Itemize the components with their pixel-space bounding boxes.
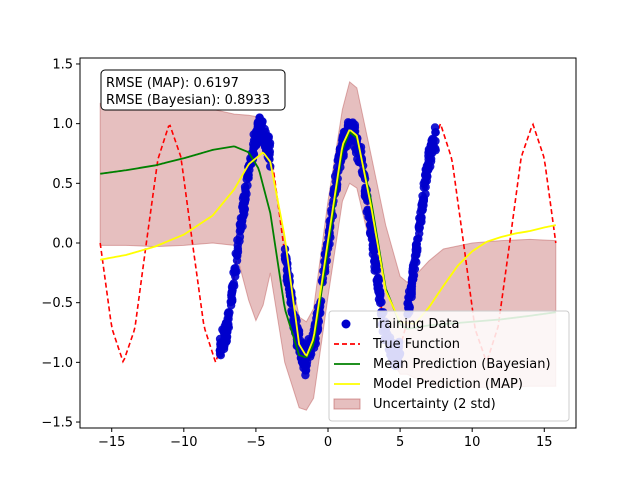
x-tick-label: 15: [536, 435, 553, 450]
rmse-annotation: RMSE (MAP): 0.6197 RMSE (Bayesian): 0.89…: [100, 69, 286, 111]
legend-label-true-function: True Function: [372, 337, 460, 352]
legend-label-training: Training Data: [372, 317, 459, 332]
series-map-prediction: [100, 129, 556, 357]
training-point: [420, 177, 429, 186]
training-point: [228, 284, 237, 293]
x-tick-label: 0: [324, 435, 332, 450]
training-point: [431, 128, 440, 137]
training-point: [239, 192, 248, 201]
training-point: [254, 127, 263, 137]
x-tick-label: −5: [246, 435, 265, 450]
annotation-line-map: RMSE (MAP): 0.6197: [106, 76, 239, 91]
x-tick-label: −10: [170, 435, 197, 450]
training-point: [227, 296, 236, 305]
legend-label-uncertainty: Uncertainty (2 std): [373, 397, 496, 412]
training-point: [419, 183, 429, 192]
training-point: [236, 221, 245, 231]
training-point: [216, 342, 225, 351]
training-point: [377, 297, 386, 307]
training-point: [280, 244, 290, 254]
legend-swatch-training: [341, 319, 351, 329]
y-tick-label: −1.0: [41, 356, 73, 371]
training-point: [366, 221, 375, 230]
legend: Training Data True Function Mean Predict…: [328, 310, 570, 422]
y-tick-label: 0.0: [52, 237, 73, 252]
training-point: [291, 322, 300, 331]
training-point: [418, 206, 427, 215]
training-point: [365, 214, 374, 223]
training-point: [243, 172, 252, 181]
training-point: [235, 232, 245, 241]
training-point: [411, 240, 421, 250]
training-point: [405, 302, 414, 311]
x-tick-label: 10: [464, 435, 481, 450]
training-point: [412, 257, 421, 267]
training-point: [220, 321, 230, 331]
training-point: [344, 120, 353, 130]
y-tick-label: 0.5: [52, 177, 73, 192]
legend-swatch-uncertainty: [333, 398, 361, 410]
y-tick-label: 1.0: [52, 117, 73, 132]
training-point: [431, 136, 440, 146]
training-point: [426, 154, 436, 163]
legend-box: [328, 310, 570, 422]
training-point: [297, 357, 307, 367]
legend-label-bayesian: Mean Prediction (Bayesian): [373, 357, 551, 372]
training-point: [363, 205, 372, 214]
training-point: [232, 256, 242, 265]
y-tick-label: −1.5: [41, 416, 73, 431]
x-axis: −15 −10 −5 0 5 10 15: [98, 428, 553, 450]
training-point: [262, 131, 272, 140]
training-point: [417, 213, 426, 222]
legend-label-map: Model Prediction (MAP): [373, 377, 523, 392]
training-point: [230, 266, 239, 276]
y-axis: −1.5 −1.0 −0.5 0.0 0.5 1.0 1.5: [41, 57, 80, 431]
training-point: [371, 258, 380, 267]
y-tick-label: 1.5: [52, 57, 73, 72]
training-point: [373, 280, 382, 289]
training-point: [414, 224, 424, 233]
y-tick-label: −0.5: [41, 296, 73, 311]
training-point: [421, 189, 430, 199]
training-point: [233, 244, 243, 254]
x-tick-label: −15: [98, 435, 125, 450]
annotation-line-bayesian: RMSE (Bayesian): 0.8933: [106, 93, 270, 108]
training-point: [262, 144, 272, 153]
training-point: [224, 314, 233, 324]
training-point: [289, 309, 298, 319]
annotation-box: [100, 69, 286, 111]
training-point: [426, 162, 435, 171]
training-point: [301, 370, 310, 380]
x-tick-label: 5: [396, 435, 404, 450]
training-point: [240, 204, 249, 214]
training-point: [409, 275, 418, 284]
training-point: [365, 228, 375, 237]
training-point: [404, 293, 413, 302]
training-points: [215, 113, 440, 380]
training-point: [254, 118, 263, 127]
training-point: [241, 185, 250, 194]
training-point: [253, 136, 263, 146]
